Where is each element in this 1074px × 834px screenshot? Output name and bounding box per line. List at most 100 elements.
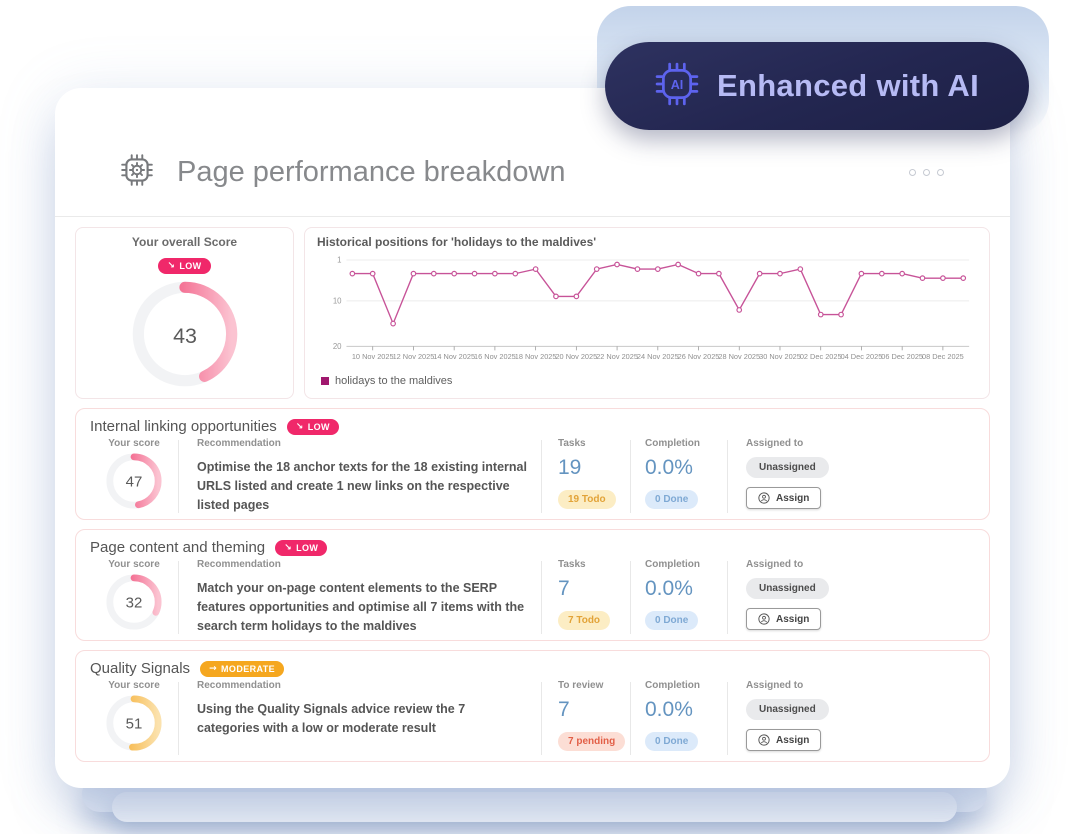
column-divider: [727, 561, 728, 634]
svg-text:47: 47: [126, 473, 143, 490]
recommendation-label: Recommendation: [197, 438, 281, 449]
svg-text:04 Dec 2025: 04 Dec 2025: [841, 352, 883, 361]
trend-down-icon: ↘: [167, 261, 176, 271]
chart-legend: holidays to the maldives: [321, 375, 977, 387]
column-divider: [178, 440, 179, 513]
section-title: Page content and theming: [90, 539, 266, 556]
assigned-to-label: Assigned to: [746, 438, 804, 449]
assign-button[interactable]: Assign: [746, 608, 822, 630]
score-label: Your score: [108, 680, 160, 691]
legend-label: holidays to the maldives: [335, 375, 453, 387]
done-badge: 0 Done: [645, 732, 699, 751]
chip-gear-icon: [119, 152, 155, 193]
column-divider: [727, 682, 728, 755]
column-divider: [541, 561, 542, 634]
tasks-count: 19: [558, 456, 582, 479]
svg-text:43: 43: [173, 324, 197, 348]
column-divider: [630, 561, 631, 634]
done-badge: 0 Done: [645, 490, 699, 509]
recommendation-text: Match your on-page content elements to t…: [197, 581, 525, 633]
column-divider: [630, 440, 631, 513]
section-title: Internal linking opportunities: [90, 418, 277, 435]
enhanced-with-ai-badge: AI Enhanced with AI: [605, 42, 1029, 130]
svg-text:02 Dec 2025: 02 Dec 2025: [800, 352, 842, 361]
svg-text:12 Nov 2025: 12 Nov 2025: [393, 352, 435, 361]
completion-value: 0.0%: [645, 577, 693, 600]
header-divider: [55, 216, 1010, 217]
recommendation-label: Recommendation: [197, 559, 281, 570]
svg-text:51: 51: [126, 715, 143, 732]
trend-down-icon: ↘: [295, 421, 304, 432]
completion-value: 0.0%: [645, 698, 693, 721]
svg-text:20 Nov 2025: 20 Nov 2025: [555, 352, 597, 361]
section-status-badge: ↘ LOW: [275, 539, 328, 556]
column-divider: [727, 440, 728, 513]
trend-flat-icon: →: [209, 663, 218, 674]
svg-text:AI: AI: [671, 78, 684, 92]
svg-text:16 Nov 2025: 16 Nov 2025: [474, 352, 516, 361]
card-header: Page performance breakdown: [55, 88, 1010, 216]
svg-text:24 Nov 2025: 24 Nov 2025: [637, 352, 679, 361]
tasks-count: 7: [558, 577, 570, 600]
assigned-to-label: Assigned to: [746, 559, 804, 570]
trend-down-icon: ↘: [284, 542, 293, 553]
section-status-badge: → MODERATE: [200, 660, 285, 677]
column-divider: [541, 440, 542, 513]
historical-positions-chart-card: Historical positions for 'holidays to th…: [304, 227, 990, 399]
overall-score-title: Your overall Score: [131, 235, 238, 249]
unassigned-badge: Unassigned: [746, 578, 829, 599]
svg-text:20: 20: [333, 342, 342, 351]
svg-text:26 Nov 2025: 26 Nov 2025: [678, 352, 720, 361]
column-divider: [178, 682, 179, 755]
unassigned-badge: Unassigned: [746, 457, 829, 478]
tasks-label: Tasks: [558, 438, 586, 449]
assign-button[interactable]: Assign: [746, 729, 822, 751]
page-performance-card: Page performance breakdown Your overall …: [55, 88, 1010, 788]
section-score-gauge: 51: [105, 694, 163, 752]
overall-score-card: Your overall Score ↘ LOW 43: [75, 227, 294, 399]
ai-chip-icon: AI: [655, 62, 699, 111]
svg-text:18 Nov 2025: 18 Nov 2025: [515, 352, 557, 361]
svg-text:10: 10: [333, 296, 342, 305]
section-internal-linking: Internal linking opportunities ↘ LOW Your…: [75, 408, 990, 520]
recommendation-label: Recommendation: [197, 680, 281, 691]
svg-text:14 Nov 2025: 14 Nov 2025: [433, 352, 475, 361]
to-review-count: 7: [558, 698, 570, 721]
overall-status-badge: ↘ LOW: [158, 258, 211, 274]
stacked-card-layer-2: [112, 792, 957, 822]
column-divider: [178, 561, 179, 634]
section-page-content: Page content and theming ↘ LOW Your score…: [75, 529, 990, 641]
section-quality-signals: Quality Signals → MODERATE Your score 51 …: [75, 650, 990, 762]
more-options-button[interactable]: [909, 168, 960, 176]
chart-title: Historical positions for 'holidays to th…: [317, 235, 597, 249]
ai-badge-label: Enhanced with AI: [716, 68, 979, 103]
svg-text:30 Nov 2025: 30 Nov 2025: [759, 352, 801, 361]
unassigned-badge: Unassigned: [746, 699, 829, 720]
tasks-todo-badge: 19 Todo: [558, 490, 616, 509]
column-divider: [630, 682, 631, 755]
recommendation-text: Optimise the 18 anchor texts for the 18 …: [197, 460, 527, 512]
completion-label: Completion: [645, 438, 700, 449]
svg-text:28 Nov 2025: 28 Nov 2025: [718, 352, 760, 361]
svg-text:22 Nov 2025: 22 Nov 2025: [596, 352, 638, 361]
section-score-gauge: 32: [105, 573, 163, 631]
assign-user-icon: [758, 613, 770, 625]
completion-label: Completion: [645, 559, 700, 570]
completion-label: Completion: [645, 680, 700, 691]
legend-swatch: [321, 377, 329, 385]
assign-button[interactable]: Assign: [746, 487, 822, 509]
score-label: Your score: [108, 438, 160, 449]
column-divider: [541, 682, 542, 755]
svg-text:08 Dec 2025: 08 Dec 2025: [922, 352, 964, 361]
section-title: Quality Signals: [90, 660, 191, 677]
assign-user-icon: [758, 492, 770, 504]
page-title: Page performance breakdown: [177, 155, 566, 188]
svg-text:1: 1: [337, 255, 341, 264]
svg-text:32: 32: [126, 594, 143, 611]
section-status-badge: ↘ LOW: [286, 418, 339, 435]
recommendation-text: Using the Quality Signals advice review …: [197, 702, 466, 735]
to-review-label: To review: [558, 680, 604, 691]
tasks-todo-badge: 7 Todo: [558, 611, 611, 630]
section-score-gauge: 47: [105, 452, 163, 510]
tasks-label: Tasks: [558, 559, 586, 570]
